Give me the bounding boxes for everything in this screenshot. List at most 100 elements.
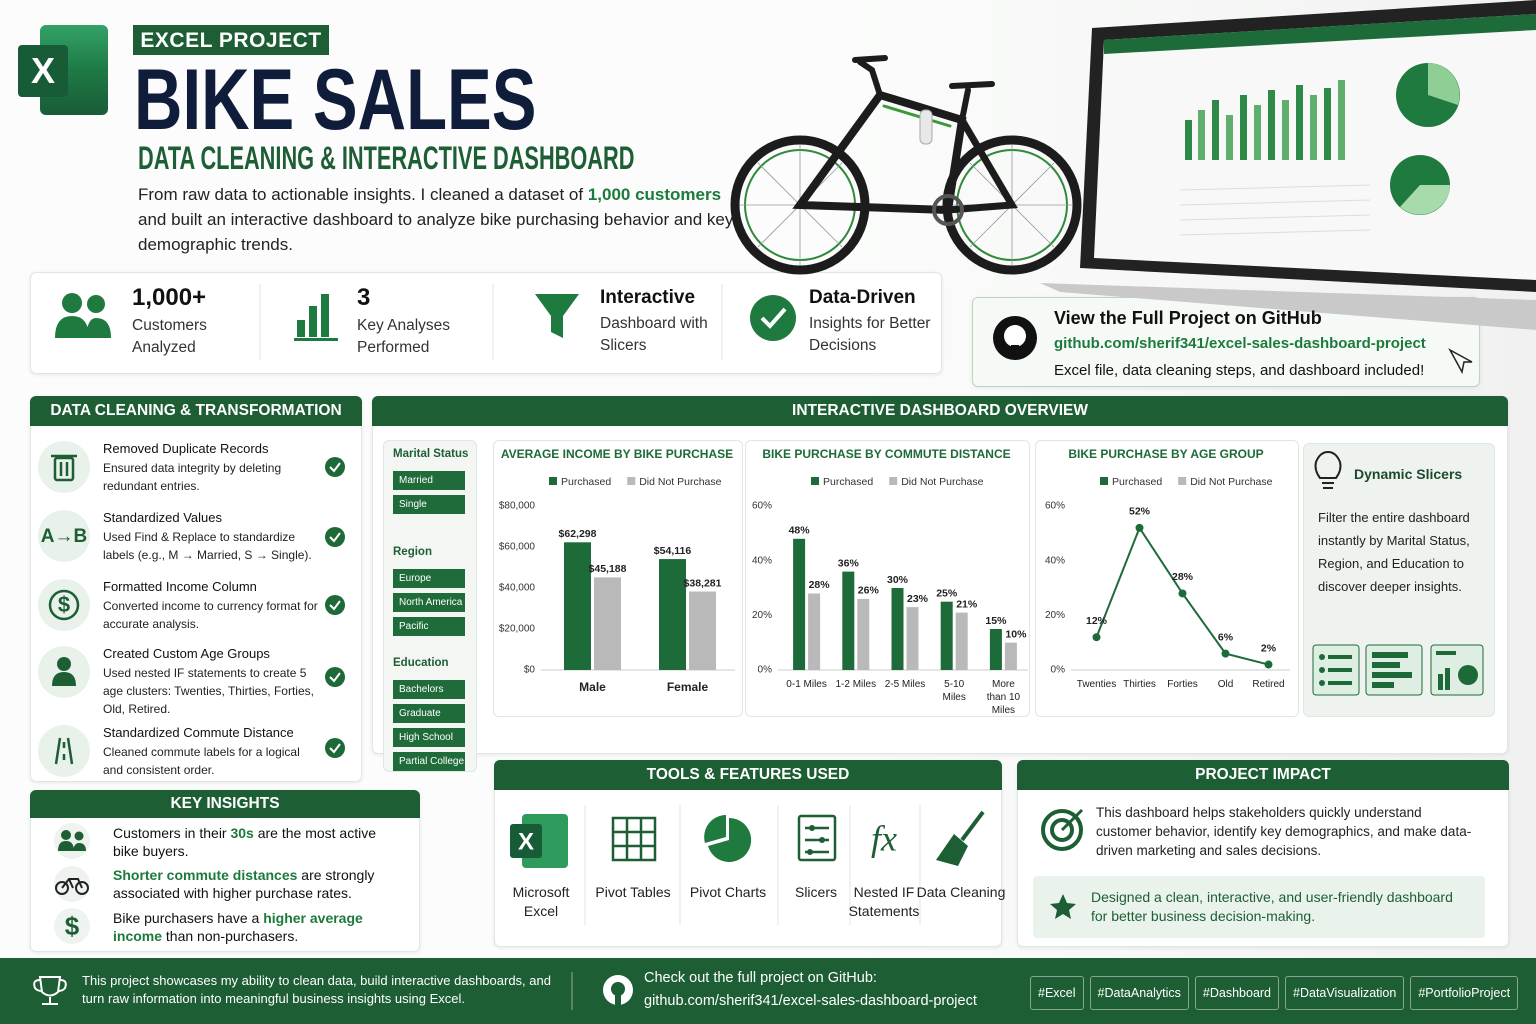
cleaning-text: Ensured data integrity by deleting redun… [103, 461, 282, 493]
cleaning-text: Converted income to currency format for … [103, 599, 318, 631]
bike-illustration-part-part [969, 162, 1055, 248]
cleaning-title: Created Custom Age Groups [103, 646, 270, 661]
stat-label: Customers Analyzed [132, 317, 207, 356]
bike-illustration-part [852, 55, 888, 98]
x-tick-label: More than 10 Miles [986, 679, 1021, 716]
slicer-option: Bachelors [393, 680, 465, 699]
bike-illustration-part-part [969, 162, 1055, 248]
stat-label: Dashboard with Slicers [600, 315, 708, 354]
footer-link: github.com/sherif341/excel-sales-dashboa… [644, 993, 977, 1009]
text-part: From raw data to actionable insights. I … [138, 185, 588, 204]
stat-label: Insights for Better Decisions [809, 315, 931, 354]
laptop-illustration-part-part [1179, 199, 1371, 206]
x-tick-label: 0-1 Miles [786, 679, 827, 690]
laptop-illustration-part [1400, 185, 1450, 215]
laptop-illustration-part [1185, 120, 1192, 160]
laptop-illustration-part [1396, 63, 1460, 127]
hashtag: #PortfolioProject [1410, 976, 1519, 1010]
slicer-option: Graduate Degree [393, 704, 465, 738]
footer-text: This project showcases my ability to cle… [82, 973, 551, 1006]
tag-list: #Excel #DataAnalytics #Dashboard #DataVisua… [1030, 976, 1519, 1010]
bike-illustration-part [956, 149, 1068, 261]
tool-label: Pivot Tables [595, 884, 671, 900]
intro: From raw data to actionable insights. I … [138, 182, 738, 257]
laptop-illustration-part [1094, 14, 1536, 280]
x-tick-label: Male [579, 680, 606, 694]
laptop-illustration-part [1226, 115, 1233, 160]
laptop-illustration-part [1179, 184, 1371, 236]
section-heading: INTERACTIVE DASHBOARD OVERVIEW [372, 396, 1508, 426]
laptop-illustration-part [1282, 100, 1289, 160]
cleaning-title: Removed Duplicate Records [103, 441, 269, 456]
text-part: Customers in their [113, 825, 231, 841]
github-link: github.com/sherif341/excel-sales-dashboa… [1054, 335, 1426, 352]
stat-value: Data-Driven [809, 287, 916, 308]
hashtag: #DataVisualization [1285, 976, 1405, 1010]
tool-label: Microsoft Excel [512, 884, 570, 919]
tool-label: Nested IF Statements [848, 884, 920, 919]
bike-illustration-part [876, 91, 1018, 214]
x-tick-label: 5-10 Miles [942, 679, 966, 703]
cleaning-title: Standardized Commute Distance [103, 725, 294, 740]
laptop-illustration [1040, 0, 1536, 330]
laptop-illustration-part [1240, 95, 1247, 160]
title: BIKE SALES [134, 52, 537, 148]
tool-label: Slicers [794, 884, 837, 900]
slicer-option: High School [393, 728, 465, 747]
laptop-illustration-part [1198, 110, 1205, 160]
cleaning-title: Formatted Income Column [103, 579, 257, 594]
hashtag: #Excel [1030, 976, 1084, 1010]
slicer-title: Region [393, 546, 432, 558]
cleaning-text: Cleaned commute labels for a logical and… [103, 745, 300, 777]
stat-value: 3 [357, 284, 371, 311]
stat-value: Interactive [600, 287, 696, 308]
chart-panel [493, 440, 743, 717]
badge: EXCEL PROJECT [133, 25, 329, 55]
laptop-illustration-part [1338, 80, 1345, 160]
bike-illustration-part-part [757, 162, 843, 248]
bike-illustration-part [730, 135, 870, 275]
slicer-title: Education [393, 657, 449, 669]
laptop-illustration-part [1268, 90, 1275, 160]
insight-text: Bike purchasers have a higher average in… [113, 910, 403, 945]
footer-cta: Check out the full project on GitHub: [644, 970, 877, 986]
hashtag: #DataAnalytics [1089, 976, 1189, 1010]
text-part: are the most active bike buyers. [113, 825, 377, 859]
section-heading: DATA CLEANING & TRANSFORMATION [30, 396, 362, 426]
slicer-option: Partial College [393, 752, 465, 771]
laptop-illustration-part [1254, 105, 1261, 160]
slicer-title: Marital Status [393, 448, 469, 460]
laptop-illustration-part-part [1179, 229, 1371, 236]
slicer-option: North America [393, 593, 465, 612]
highlight-text: 30s [230, 825, 254, 841]
github-title: View the Full Project on GitHub [1054, 308, 1322, 328]
text-part: than non-purchasers. [162, 927, 299, 944]
section-heading: KEY INSIGHTS [30, 790, 420, 818]
laptop-illustration-part [1310, 95, 1317, 160]
laptop-illustration-part-part [1179, 214, 1371, 221]
slicer-option: Europe [393, 569, 465, 588]
highlight-text: higher average income [113, 910, 363, 944]
slicer-option: Pacific [393, 617, 465, 636]
x-tick-label: Forties [1167, 679, 1198, 690]
x-tick-label: Thirties [1123, 679, 1156, 690]
x-tick-label: Twenties [1076, 679, 1117, 690]
impact-highlight-box [1033, 876, 1485, 938]
x-tick-label: 2-5 Miles [884, 679, 926, 690]
slicer-option: Single [393, 495, 465, 514]
bike-illustration-part [792, 90, 967, 215]
x-tick-label: Female [666, 680, 709, 694]
section-heading: PROJECT IMPACT [1017, 760, 1509, 790]
tool-label: Pivot Charts [689, 884, 767, 900]
subtitle: DATA CLEANING & INTERACTIVE DASHBOARD [138, 140, 635, 176]
stat-value: 1,000+ [132, 284, 207, 311]
highlight-text: 1,000 customers [587, 185, 722, 204]
laptop-illustration-part [1080, 0, 1536, 292]
chart-panel [745, 440, 1030, 717]
laptop-illustration-part [1296, 85, 1303, 160]
insight-text: Customers in their 30s are the most acti… [113, 825, 403, 860]
section-heading: TOOLS & FEATURES USED [494, 760, 1002, 790]
hashtag: #Dashboard [1194, 976, 1280, 1010]
